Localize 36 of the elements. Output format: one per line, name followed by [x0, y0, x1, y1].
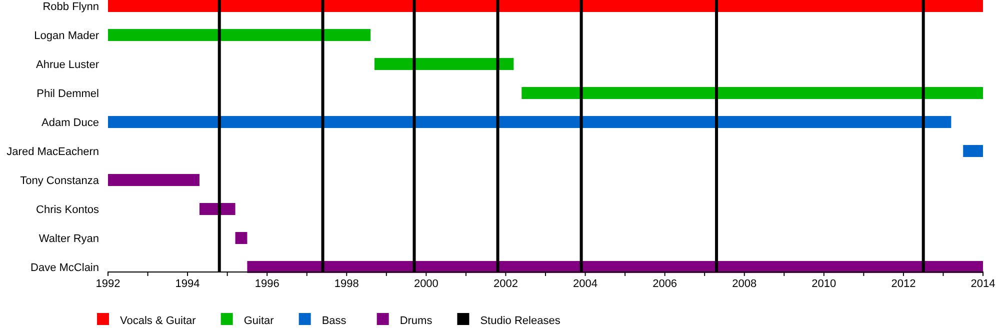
bar	[108, 29, 370, 41]
bar	[522, 87, 983, 99]
x-tick-label: 2006	[652, 278, 678, 290]
legend-label: Studio Releases	[480, 314, 561, 327]
x-tick-label: 1998	[334, 278, 359, 290]
y-tick-label: Logan Mader	[34, 30, 100, 42]
y-tick-label: Robb Flynn	[42, 0, 99, 13]
y-tick-label: Adam Duce	[42, 116, 99, 129]
x-tick-label: 1992	[96, 278, 120, 290]
bar	[108, 174, 200, 186]
bar	[963, 145, 983, 157]
x-tick-label: 2002	[493, 278, 518, 290]
x-tick-label: 2012	[891, 278, 916, 290]
x-tick-label: 1994	[175, 278, 200, 290]
bar	[374, 58, 514, 70]
x-tick-label: 2004	[573, 278, 598, 290]
x-tick-label: 2014	[970, 278, 996, 290]
y-tick-label: Ahrue Luster	[36, 58, 100, 71]
legend-label: Bass	[322, 314, 347, 327]
x-tick-label: 1996	[254, 278, 280, 290]
y-tick-label: Jared MacEachern	[6, 146, 99, 158]
x-tick-label: 2010	[812, 278, 836, 290]
legend-label: Drums	[400, 314, 433, 327]
bar	[108, 0, 983, 12]
y-tick-label: Walter Ryan	[38, 232, 99, 245]
legend-label: Vocals & Guitar	[120, 314, 196, 327]
bar	[108, 116, 952, 128]
y-tick-label: Dave McClain	[30, 262, 99, 274]
legend-label: Guitar	[244, 314, 274, 327]
y-tick-label: Phil Demmel	[36, 88, 99, 100]
y-tick-label: Chris Kontos	[36, 204, 100, 216]
bar	[235, 232, 248, 244]
y-tick-label: Tony Constanza	[20, 174, 100, 187]
x-tick-label: 2000	[414, 278, 438, 290]
bar	[199, 203, 236, 215]
x-tick-label: 2008	[732, 278, 757, 290]
